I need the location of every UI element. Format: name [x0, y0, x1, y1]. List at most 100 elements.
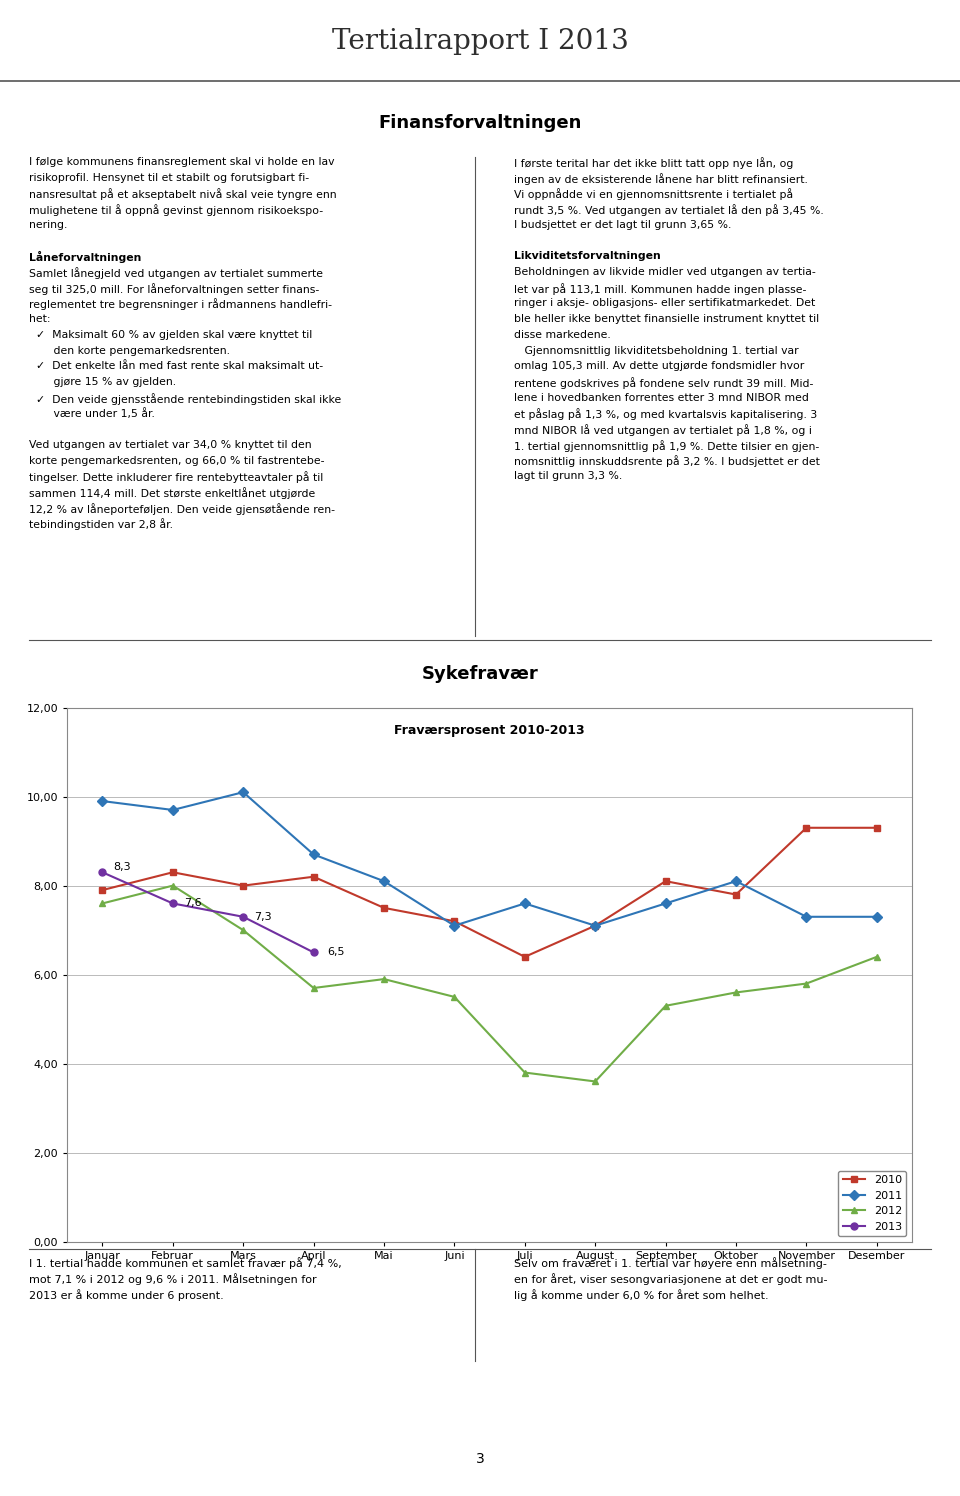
- 2010: [589, 917, 601, 935]
- 2010: [801, 818, 812, 836]
- Text: sammen 114,4 mill. Det største enkeltlånet utgjørde: sammen 114,4 mill. Det største enkeltlån…: [29, 488, 315, 498]
- 2012: [589, 1073, 601, 1091]
- Text: 7,3: 7,3: [254, 911, 272, 922]
- Legend: 2010, 2011, 2012, 2013: 2010, 2011, 2012, 2013: [838, 1170, 906, 1236]
- 2011: [801, 908, 812, 926]
- Text: let var på 113,1 mill. Kommunen hadde ingen plasse-: let var på 113,1 mill. Kommunen hadde in…: [514, 283, 806, 295]
- Text: være under 1,5 år.: være under 1,5 år.: [29, 408, 155, 419]
- Text: tingelser. Dette inkluderer fire rentebytteavtaler på til: tingelser. Dette inkluderer fire renteby…: [29, 471, 324, 483]
- Text: nering.: nering.: [29, 220, 67, 230]
- 2011: [448, 917, 460, 935]
- 2011: [660, 895, 671, 913]
- 2010: [519, 948, 531, 966]
- 2010: [97, 881, 108, 899]
- Text: Beholdningen av likvide midler ved utgangen av tertia-: Beholdningen av likvide midler ved utgan…: [514, 268, 815, 277]
- 2013: [97, 863, 108, 881]
- Text: reglementet tre begrensninger i rådmannens handlefri-: reglementet tre begrensninger i rådmanne…: [29, 299, 332, 310]
- Text: Samlet lånegjeld ved utgangen av tertialet summerte: Samlet lånegjeld ved utgangen av tertial…: [29, 268, 323, 278]
- Text: 8,3: 8,3: [113, 862, 132, 872]
- 2012: [167, 877, 179, 895]
- Text: Låneforvaltningen: Låneforvaltningen: [29, 251, 141, 263]
- Text: 7,6: 7,6: [184, 899, 202, 908]
- Text: nansresultat på et akseptabelt nivå skal veie tyngre enn: nansresultat på et akseptabelt nivå skal…: [29, 188, 336, 200]
- 2011: [97, 791, 108, 809]
- 2012: [801, 974, 812, 992]
- 2010: [378, 899, 390, 917]
- 2011: [589, 917, 601, 935]
- Line: 2011: 2011: [99, 788, 880, 929]
- Text: 1. tertial gjennomsnittlig på 1,9 %. Dette tilsier en gjen-: 1. tertial gjennomsnittlig på 1,9 %. Det…: [514, 440, 819, 452]
- Text: Finansforvaltningen: Finansforvaltningen: [378, 114, 582, 133]
- 2010: [308, 868, 320, 886]
- Text: korte pengemarkedsrenten, og 66,0 % til fastrentebe-: korte pengemarkedsrenten, og 66,0 % til …: [29, 456, 324, 465]
- 2012: [308, 978, 320, 996]
- Text: seg til 325,0 mill. For låneforvaltningen setter finans-: seg til 325,0 mill. For låneforvaltninge…: [29, 283, 319, 295]
- Text: mot 7,1 % i 2012 og 9,6 % i 2011. Målsetningen for: mot 7,1 % i 2012 og 9,6 % i 2011. Målset…: [29, 1273, 317, 1285]
- Text: disse markedene.: disse markedene.: [514, 331, 611, 340]
- Text: gjøre 15 % av gjelden.: gjøre 15 % av gjelden.: [29, 377, 176, 387]
- Text: et påslag på 1,3 %, og med kvartalsvis kapitalisering. 3: et påslag på 1,3 %, og med kvartalsvis k…: [514, 408, 817, 420]
- 2013: [167, 895, 179, 913]
- Text: 6,5: 6,5: [327, 947, 345, 957]
- Text: tebindingstiden var 2,8 år.: tebindingstiden var 2,8 år.: [29, 519, 173, 530]
- Text: I følge kommunens finansreglement skal vi holde en lav: I følge kommunens finansreglement skal v…: [29, 157, 334, 168]
- Text: mnd NIBOR lå ved utgangen av tertialet på 1,8 %, og i: mnd NIBOR lå ved utgangen av tertialet p…: [514, 425, 811, 435]
- 2010: [448, 913, 460, 931]
- 2013: [237, 908, 249, 926]
- 2012: [519, 1064, 531, 1082]
- 2011: [308, 845, 320, 863]
- Text: Ved utgangen av tertialet var 34,0 % knyttet til den: Ved utgangen av tertialet var 34,0 % kny…: [29, 440, 311, 450]
- 2010: [237, 877, 249, 895]
- Text: lagt til grunn 3,3 %.: lagt til grunn 3,3 %.: [514, 471, 622, 482]
- Text: Gjennomsnittlig likviditetsbeholdning 1. tertial var: Gjennomsnittlig likviditetsbeholdning 1.…: [514, 346, 798, 356]
- Line: 2010: 2010: [99, 824, 880, 960]
- Text: omlag 105,3 mill. Av dette utgjørde fondsmidler hvor: omlag 105,3 mill. Av dette utgjørde fond…: [514, 362, 804, 371]
- Text: 3: 3: [475, 1451, 485, 1466]
- Text: rentene godskrives på fondene selv rundt 39 mill. Mid-: rentene godskrives på fondene selv rundt…: [514, 377, 813, 389]
- Text: lene i hovedbanken forrentes etter 3 mnd NIBOR med: lene i hovedbanken forrentes etter 3 mnd…: [514, 393, 808, 402]
- Text: Sykefravær: Sykefravær: [421, 664, 539, 684]
- 2011: [378, 872, 390, 890]
- Text: 2013 er å komme under 6 prosent.: 2013 er å komme under 6 prosent.: [29, 1290, 224, 1300]
- 2011: [519, 895, 531, 913]
- Text: I første terital har det ikke blitt tatt opp nye lån, og: I første terital har det ikke blitt tatt…: [514, 157, 793, 169]
- Text: het:: het:: [29, 314, 50, 325]
- Text: en for året, viser sesongvariasjonene at det er godt mu-: en for året, viser sesongvariasjonene at…: [514, 1273, 828, 1285]
- Line: 2012: 2012: [99, 883, 880, 1085]
- Text: ✓  Maksimalt 60 % av gjelden skal være knyttet til: ✓ Maksimalt 60 % av gjelden skal være kn…: [29, 331, 312, 340]
- Text: ble heller ikke benyttet finansielle instrument knyttet til: ble heller ikke benyttet finansielle ins…: [514, 314, 819, 325]
- Text: 12,2 % av låneporteføljen. Den veide gjensøtående ren-: 12,2 % av låneporteføljen. Den veide gje…: [29, 503, 335, 515]
- Text: Tertialrapport I 2013: Tertialrapport I 2013: [331, 27, 629, 55]
- 2010: [660, 872, 671, 890]
- Text: den korte pengemarkedsrenten.: den korte pengemarkedsrenten.: [29, 346, 229, 356]
- Text: risikoprofil. Hensynet til et stabilt og forutsigbart fi-: risikoprofil. Hensynet til et stabilt og…: [29, 174, 309, 183]
- Text: ✓  Det enkelte lån med fast rente skal maksimalt ut-: ✓ Det enkelte lån med fast rente skal ma…: [29, 362, 323, 371]
- Text: ingen av de eksisterende lånene har blitt refinansiert.: ingen av de eksisterende lånene har blit…: [514, 174, 807, 184]
- Text: I 1. tertial hadde kommunen et samlet fravær på 7,4 %,: I 1. tertial hadde kommunen et samlet fr…: [29, 1257, 342, 1269]
- 2012: [731, 983, 742, 1001]
- 2012: [660, 996, 671, 1014]
- Text: nomsnittlig innskuddsrente på 3,2 %. I budsjettet er det: nomsnittlig innskuddsrente på 3,2 %. I b…: [514, 456, 820, 467]
- 2011: [237, 784, 249, 802]
- Text: lig å komme under 6,0 % for året som helhet.: lig å komme under 6,0 % for året som hel…: [514, 1290, 768, 1300]
- 2011: [731, 872, 742, 890]
- Text: Selv om fraværet i 1. tertial var høyere enn målsetning-: Selv om fraværet i 1. tertial var høyere…: [514, 1257, 827, 1269]
- Text: Vi oppnådde vi en gjennomsnittsrente i tertialet på: Vi oppnådde vi en gjennomsnittsrente i t…: [514, 188, 793, 200]
- 2012: [871, 948, 882, 966]
- 2012: [448, 987, 460, 1005]
- 2012: [378, 969, 390, 987]
- 2011: [871, 908, 882, 926]
- Text: Fraværsprosent 2010-2013: Fraværsprosent 2010-2013: [395, 724, 585, 736]
- Text: ✓  Den veide gjensstående rentebindingstiden skal ikke: ✓ Den veide gjensstående rentebindingsti…: [29, 393, 341, 404]
- 2010: [167, 863, 179, 881]
- Text: mulighetene til å oppnå gevinst gjennom risikoekspo-: mulighetene til å oppnå gevinst gjennom …: [29, 205, 323, 215]
- Line: 2013: 2013: [99, 869, 317, 956]
- 2013: [308, 944, 320, 962]
- Text: ringer i aksje- obligasjons- eller sertifikatmarkedet. Det: ringer i aksje- obligasjons- eller serti…: [514, 299, 815, 308]
- 2012: [97, 895, 108, 913]
- 2012: [237, 922, 249, 939]
- 2011: [167, 800, 179, 818]
- Text: Likviditetsforvaltningen: Likviditetsforvaltningen: [514, 251, 660, 262]
- 2010: [731, 886, 742, 904]
- 2010: [871, 818, 882, 836]
